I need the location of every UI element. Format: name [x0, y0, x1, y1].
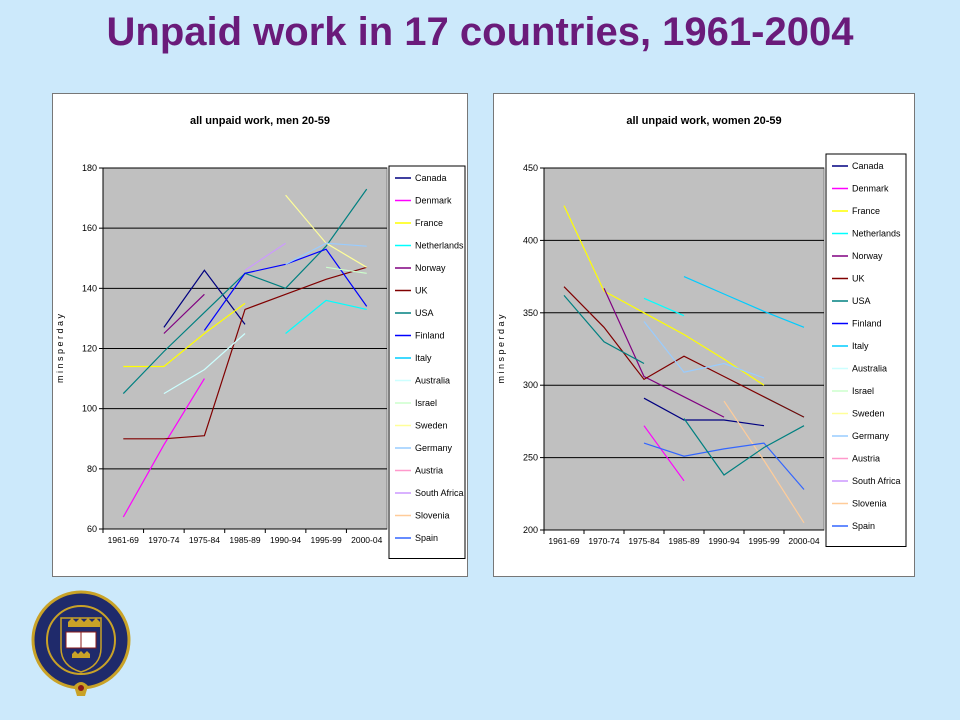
legend-entry: Sweden: [852, 409, 885, 419]
legend-entry: Canada: [415, 173, 447, 183]
y-tick-label: 250: [523, 453, 538, 463]
legend-entry: Germany: [852, 431, 890, 441]
x-tick-label: 1985-89: [668, 536, 699, 546]
x-tick-label: 1961-69: [548, 536, 579, 546]
legend-entry: Italy: [852, 341, 869, 351]
series-line-slovenia: [723, 400, 805, 524]
legend-entry: USA: [852, 296, 871, 306]
legend-entry: Finland: [415, 331, 445, 341]
chart-title: all unpaid work, women 20-59: [626, 115, 781, 127]
plot-area: [543, 167, 825, 531]
y-axis-label: m i n s p e r d a y: [496, 314, 506, 384]
series-line-usa: [563, 295, 645, 365]
legend-entry: Austria: [852, 454, 880, 464]
oxford-university-crest-icon: [31, 590, 131, 696]
legend-entry: Canada: [852, 161, 884, 171]
series-line-uk: [563, 286, 805, 418]
chart-men-svg: all unpaid work, men 20-59 60 80 100 120 140 1…: [55, 115, 466, 559]
series-line-australia: [163, 333, 246, 395]
legend-entry: Israel: [852, 386, 874, 396]
y-axis-label: m i n s p e r d a y: [55, 313, 65, 383]
series-line-spain: [643, 442, 805, 490]
x-tick-label: 2000-04: [351, 535, 382, 545]
series-line-canada: [643, 397, 765, 427]
legend-entry: Germany: [415, 443, 453, 453]
y-tick-label: 120: [82, 344, 97, 354]
y-tick-label: 60: [87, 524, 97, 534]
y-tick-label: 100: [82, 404, 97, 414]
y-tick-label: 400: [523, 235, 538, 245]
legend-entry: France: [852, 206, 880, 216]
series-line-netherlands: [285, 299, 367, 334]
series-line-italy: [683, 276, 805, 328]
series-line-uk: [123, 266, 367, 440]
legend-entry: Finland: [852, 319, 882, 329]
chart-men: all unpaid work, men 20-59 60 80 100 120 140 1…: [52, 93, 468, 577]
x-tick-label: 1985-89: [229, 535, 260, 545]
legend-entry: Norway: [852, 251, 883, 261]
series-line-south-africa: [244, 242, 286, 271]
legend-entry: Spain: [415, 533, 438, 543]
legend-entry: South Africa: [415, 488, 464, 498]
series-line-netherlands: [643, 297, 685, 317]
series-line-germany: [285, 242, 367, 265]
series-line-canada: [163, 269, 246, 328]
series-line-norway: [163, 293, 205, 334]
chart-title: all unpaid work, men 20-59: [190, 115, 330, 127]
legend-entry: Netherlands: [852, 229, 901, 239]
x-tick-label: 1975-84: [189, 535, 220, 545]
x-tick-label: 1970-74: [148, 535, 179, 545]
legend-entry: Slovenia: [415, 511, 450, 521]
legend-entry: Netherlands: [415, 241, 464, 251]
x-tick-label: 1990-94: [708, 536, 739, 546]
legend-entry: Australia: [415, 376, 450, 386]
legend-entry: USA: [415, 308, 434, 318]
legend-entry: Spain: [852, 521, 875, 531]
series-line-israel: [326, 266, 367, 274]
legend-entry: Australia: [852, 364, 887, 374]
x-tick-label: 1995-99: [311, 535, 342, 545]
y-tick-label: 450: [523, 163, 538, 173]
y-tick-label: 160: [82, 223, 97, 233]
series-line-germany: [643, 321, 765, 379]
x-tick-label: 1990-94: [270, 535, 301, 545]
legend-entry: UK: [415, 286, 428, 296]
x-tick-label: 1961-69: [108, 535, 139, 545]
legend-entry: Israel: [415, 398, 437, 408]
series-line-sweden2: [683, 418, 805, 476]
y-tick-label: 300: [523, 380, 538, 390]
legend-entry: Austria: [415, 466, 443, 476]
legend-entry: France: [415, 218, 443, 228]
chart-women: all unpaid work, women 20-59 200 250 300 350…: [493, 93, 915, 577]
legend-entry: Denmark: [415, 196, 452, 206]
legend-entry: Slovenia: [852, 499, 887, 509]
y-tick-label: 200: [523, 525, 538, 535]
series-line-france: [563, 205, 765, 386]
x-tick-label: 1995-99: [748, 536, 779, 546]
series-line-denmark: [643, 425, 685, 482]
legend-entry: UK: [852, 274, 865, 284]
x-tick-label: 2000-04: [788, 536, 819, 546]
y-tick-label: 80: [87, 464, 97, 474]
series-line-norway: [603, 287, 725, 418]
legend-entry: Italy: [415, 353, 432, 363]
legend-entry: Denmark: [852, 184, 889, 194]
page-title: Unpaid work in 17 countries, 1961-2004: [106, 10, 854, 54]
legend-entry: Norway: [415, 263, 446, 273]
y-tick-label: 140: [82, 283, 97, 293]
legend-entry: South Africa: [852, 476, 901, 486]
x-tick-label: 1970-74: [588, 536, 619, 546]
series-line-france: [123, 302, 246, 368]
y-tick-label: 350: [523, 308, 538, 318]
y-tick-label: 180: [82, 163, 97, 173]
legend-entry: Sweden: [415, 421, 448, 431]
series-line-denmark: [122, 378, 205, 518]
chart-women-svg: all unpaid work, women 20-59 200 250 300 350…: [496, 115, 907, 547]
x-tick-label: 1975-84: [628, 536, 659, 546]
